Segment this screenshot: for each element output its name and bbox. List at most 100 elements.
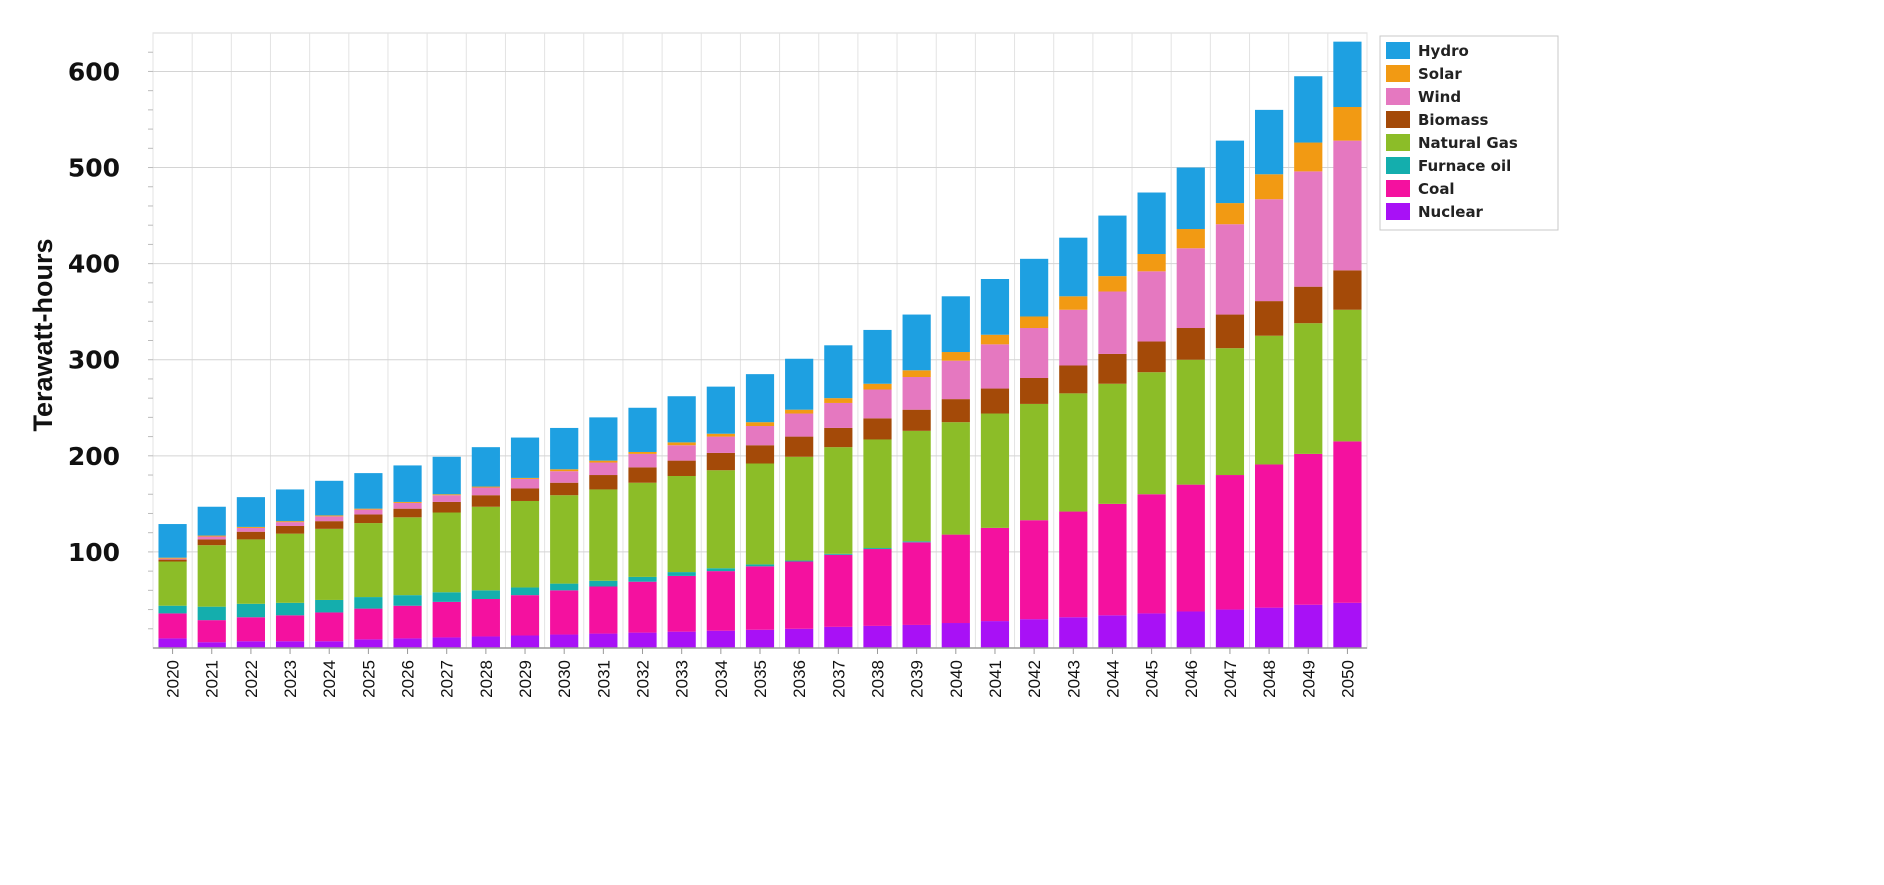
bar-segment-solar xyxy=(980,334,1010,345)
bar-segment-hydro xyxy=(902,314,931,371)
bar-segment-coal xyxy=(1020,520,1049,620)
bar-segment-coal xyxy=(941,534,970,624)
bar-segment-solar xyxy=(236,526,266,528)
y-tick-label: 600 xyxy=(68,57,120,86)
bar-segment-hydro xyxy=(785,358,814,410)
legend-swatch xyxy=(1386,203,1410,220)
bar-segment-coal xyxy=(667,575,696,632)
bar-segment-natural-gas xyxy=(1294,323,1323,454)
bar-segment-natural-gas xyxy=(628,482,657,577)
bar-segment-wind xyxy=(941,360,970,400)
bar-segment-solar xyxy=(1137,254,1166,272)
bar-segment-natural-gas xyxy=(315,528,344,600)
bar-segment-hydro xyxy=(824,345,853,399)
bar-segment-hydro xyxy=(471,447,500,487)
bar-segment-furnace-oil xyxy=(667,572,696,576)
bar-segment-natural-gas xyxy=(863,439,892,549)
bar-segment-solar xyxy=(393,501,422,503)
bar-segment-furnace-oil xyxy=(863,548,892,550)
bar-segment-solar xyxy=(550,469,579,472)
bar-segment-coal xyxy=(863,549,892,626)
bar-segment-solar xyxy=(628,451,657,454)
bar-segment-biomass xyxy=(158,559,187,562)
bars-layer xyxy=(158,41,1362,648)
bar-segment-wind xyxy=(1059,309,1088,366)
bar-segment-biomass xyxy=(667,460,696,476)
bar-segment-nuclear xyxy=(863,625,892,648)
bar-segment-solar xyxy=(315,515,344,517)
bar-segment-nuclear xyxy=(980,621,1010,648)
bar-segment-natural-gas xyxy=(432,512,461,593)
bar-segment-furnace-oil xyxy=(785,560,814,562)
x-tick-label: 2034 xyxy=(712,660,731,698)
bar-segment-hydro xyxy=(941,296,970,353)
bar-segment-solar xyxy=(785,409,814,414)
bar-segment-coal xyxy=(745,566,775,630)
bar-segment-biomass xyxy=(589,475,618,490)
bar-segment-hydro xyxy=(706,386,735,434)
bar-segment-nuclear xyxy=(275,641,305,648)
legend-label: Hydro xyxy=(1418,42,1469,60)
bar-segment-furnace-oil xyxy=(745,564,775,567)
bar-segment-coal xyxy=(471,598,500,637)
x-tick-label: 2035 xyxy=(751,660,770,698)
bar-segment-nuclear xyxy=(393,638,422,648)
x-tick-label: 2029 xyxy=(516,660,535,698)
bar-segment-solar xyxy=(1333,106,1362,141)
bar-segment-nuclear xyxy=(902,624,931,648)
bar-segment-wind xyxy=(158,558,187,560)
bar-segment-wind xyxy=(510,478,540,489)
bar-segment-biomass xyxy=(550,482,579,496)
bar-segment-biomass xyxy=(197,539,226,546)
bar-segment-natural-gas xyxy=(589,489,618,581)
legend-swatch xyxy=(1386,88,1410,105)
bar-segment-hydro xyxy=(510,437,540,478)
bar-segment-furnace-oil xyxy=(315,599,344,613)
bar-segment-natural-gas xyxy=(236,539,266,604)
bar-segment-natural-gas xyxy=(1059,393,1088,512)
bar-segment-natural-gas xyxy=(510,500,540,588)
x-tick-label: 2048 xyxy=(1260,660,1279,698)
bar-segment-wind xyxy=(432,495,461,502)
x-tick-label: 2047 xyxy=(1221,660,1240,698)
bar-segment-biomass xyxy=(315,521,344,529)
bar-segment-biomass xyxy=(785,436,814,457)
bar-segment-solar xyxy=(1254,174,1284,200)
bar-segment-nuclear xyxy=(1059,617,1088,648)
bar-segment-hydro xyxy=(628,407,657,452)
bar-segment-wind xyxy=(1215,224,1245,315)
bar-segment-wind xyxy=(393,502,422,509)
bar-segment-wind xyxy=(471,487,500,496)
bar-segment-solar xyxy=(589,460,618,463)
bar-segment-wind xyxy=(1176,248,1205,329)
bar-segment-wind xyxy=(589,462,618,476)
x-tick-label: 2043 xyxy=(1064,660,1083,698)
bar-segment-natural-gas xyxy=(354,523,383,598)
bar-segment-solar xyxy=(745,422,775,427)
bar-segment-wind xyxy=(550,471,579,483)
x-tick-label: 2031 xyxy=(594,660,613,698)
bar-segment-natural-gas xyxy=(1020,403,1049,521)
bar-segment-wind xyxy=(706,436,735,453)
x-tick-label: 2049 xyxy=(1299,660,1318,698)
bar-segment-biomass xyxy=(1020,377,1049,404)
bar-segment-nuclear xyxy=(706,630,735,648)
bar-segment-biomass xyxy=(980,388,1010,414)
bar-segment-hydro xyxy=(1098,215,1127,277)
bar-segment-biomass xyxy=(354,514,383,524)
bar-segment-solar xyxy=(510,477,540,479)
bar-segment-wind xyxy=(1294,171,1323,287)
bar-segment-furnace-oil xyxy=(628,576,657,582)
bar-segment-nuclear xyxy=(1020,619,1049,648)
bar-segment-natural-gas xyxy=(1137,372,1166,495)
bar-segment-solar xyxy=(941,352,970,361)
legend-swatch xyxy=(1386,65,1410,82)
bar-segment-wind xyxy=(863,389,892,419)
bar-segment-hydro xyxy=(667,396,696,443)
bar-segment-solar xyxy=(667,442,696,446)
bar-segment-furnace-oil xyxy=(432,592,461,602)
bar-segment-nuclear xyxy=(315,641,344,648)
bar-segment-coal xyxy=(1333,441,1362,603)
bar-segment-natural-gas xyxy=(1215,348,1245,476)
